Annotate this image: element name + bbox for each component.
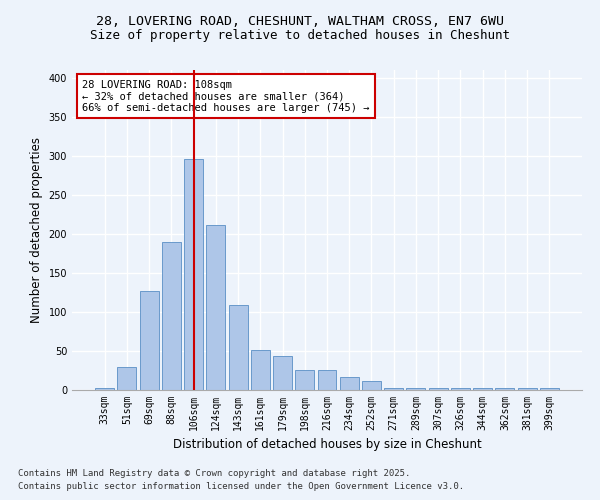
Bar — [340, 376, 359, 390]
Bar — [362, 380, 381, 390]
X-axis label: Distribution of detached houses by size in Cheshunt: Distribution of detached houses by size … — [173, 438, 481, 452]
Bar — [451, 388, 470, 390]
Bar — [406, 388, 425, 390]
Bar — [496, 388, 514, 390]
Bar — [295, 370, 314, 390]
Bar — [518, 388, 536, 390]
Bar — [162, 242, 181, 390]
Text: 28, LOVERING ROAD, CHESHUNT, WALTHAM CROSS, EN7 6WU: 28, LOVERING ROAD, CHESHUNT, WALTHAM CRO… — [96, 15, 504, 28]
Bar — [184, 159, 203, 390]
Y-axis label: Number of detached properties: Number of detached properties — [30, 137, 43, 323]
Text: Size of property relative to detached houses in Cheshunt: Size of property relative to detached ho… — [90, 29, 510, 42]
Bar — [229, 305, 248, 390]
Bar — [95, 388, 114, 390]
Bar — [473, 388, 492, 390]
Bar — [429, 388, 448, 390]
Text: 28 LOVERING ROAD: 108sqm
← 32% of detached houses are smaller (364)
66% of semi-: 28 LOVERING ROAD: 108sqm ← 32% of detach… — [82, 80, 370, 113]
Text: Contains HM Land Registry data © Crown copyright and database right 2025.: Contains HM Land Registry data © Crown c… — [18, 468, 410, 477]
Bar — [384, 388, 403, 390]
Bar — [206, 224, 225, 390]
Bar — [251, 350, 270, 390]
Bar — [540, 388, 559, 390]
Bar — [118, 366, 136, 390]
Bar — [140, 291, 158, 390]
Bar — [317, 370, 337, 390]
Bar — [273, 356, 292, 390]
Text: Contains public sector information licensed under the Open Government Licence v3: Contains public sector information licen… — [18, 482, 464, 491]
